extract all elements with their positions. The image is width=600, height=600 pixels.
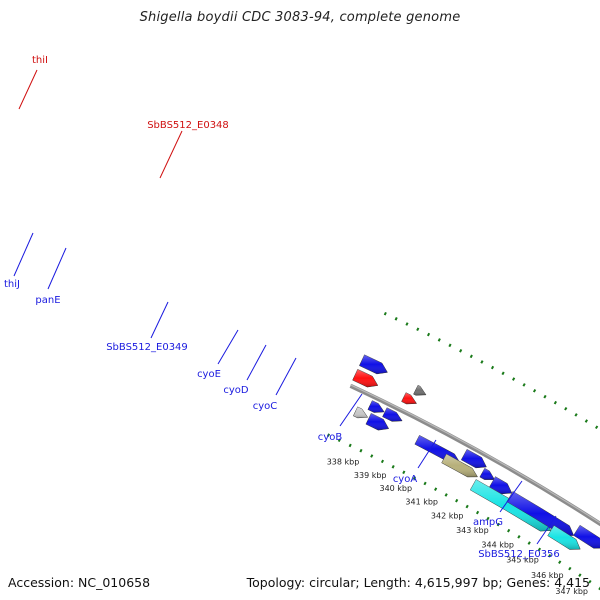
scale-label: 343 kbp xyxy=(456,526,489,535)
thiJ-b xyxy=(352,406,369,419)
scale-label: 340 kbp xyxy=(379,484,412,493)
thiI-rna xyxy=(352,368,379,388)
label-leader-line xyxy=(13,232,34,277)
cyoC-a-shade xyxy=(489,476,512,494)
scale-label: 342 kbp xyxy=(431,512,464,521)
thiJ-a xyxy=(367,400,385,413)
map-title: Shigella boydii CDC 3083-94, complete ge… xyxy=(139,10,461,25)
label-leader-line xyxy=(217,329,239,365)
cyoA-b-shade xyxy=(547,525,581,550)
cyoA-a xyxy=(573,524,600,549)
cyoB-gene xyxy=(506,491,575,537)
label-leader-line xyxy=(47,247,67,290)
label-leader-line xyxy=(499,480,523,513)
SbBS512_E0348-rna-shade xyxy=(401,392,417,405)
topology-text: Topology: circular; Length: 4,615,997 bp… xyxy=(246,575,590,590)
gene-label: cyoC xyxy=(253,401,278,412)
outer-scale-dots xyxy=(383,311,600,432)
panE-a xyxy=(382,407,403,422)
cyoB-gene-shade xyxy=(506,491,574,536)
gene-label: ampG xyxy=(473,517,503,528)
gene-label: SbBS512_E0349 xyxy=(106,342,188,353)
cyoD-gene-shade xyxy=(479,468,495,480)
label-leader-line xyxy=(159,130,183,179)
genome-backbone xyxy=(349,383,600,527)
gene-label: thiJ xyxy=(4,279,20,290)
label-leader-line xyxy=(339,393,363,427)
scale-label: 339 kbp xyxy=(354,471,387,480)
cyoA-a-shade xyxy=(573,525,600,549)
label-leader-line xyxy=(275,357,297,396)
cyoC-b-shade xyxy=(470,479,551,532)
gene-label: SbBS512_E0356 xyxy=(478,549,560,560)
gene-label: cyoD xyxy=(223,385,249,396)
panE-a-shade xyxy=(382,407,403,422)
thiI-gene-shade xyxy=(359,354,388,374)
SbBS512_E0348-rna xyxy=(401,392,418,405)
scale-label: 345 kbp xyxy=(506,556,539,565)
gene-label: SbBS512_E0348 xyxy=(147,120,229,131)
accession-text: Accession: NC_010658 xyxy=(8,575,151,590)
label-leader-line xyxy=(150,301,169,339)
label-leader-line xyxy=(536,515,557,545)
cyoE-a-shade xyxy=(461,449,487,468)
cyoE-b-shade xyxy=(441,454,478,477)
cyoE-a xyxy=(460,448,487,469)
cyoD-gene xyxy=(479,467,496,480)
gene-label: cyoA xyxy=(393,474,418,485)
thiI-rna-shade xyxy=(352,369,378,388)
cyoE-b xyxy=(441,453,478,478)
scale-label: 338 kbp xyxy=(327,458,360,467)
panE-b-shade xyxy=(365,413,389,431)
SbBS512_E0348-gene-shade xyxy=(413,385,426,396)
label-leader-line xyxy=(417,439,437,469)
label-leader-line xyxy=(246,344,267,381)
gene-label: cyoB xyxy=(318,432,343,443)
thiJ-b-shade xyxy=(353,406,368,418)
label-leader-line xyxy=(18,69,38,110)
scale-label: 347 kbp xyxy=(555,587,588,596)
panE-b xyxy=(365,413,390,431)
SbBS512_E0348-gene xyxy=(413,384,427,396)
backbone-highlight xyxy=(350,384,600,524)
gene-label: cyoE xyxy=(197,369,221,380)
scale-label: 341 kbp xyxy=(405,498,438,507)
thiI-gene xyxy=(359,354,388,375)
gene-label: thiI xyxy=(32,55,48,66)
cyoA-b xyxy=(547,525,581,550)
scale-label: 346 kbp xyxy=(531,571,564,580)
gene-label: panE xyxy=(35,295,60,306)
scale-label: 344 kbp xyxy=(481,541,514,550)
thiJ-a-shade xyxy=(367,400,385,413)
